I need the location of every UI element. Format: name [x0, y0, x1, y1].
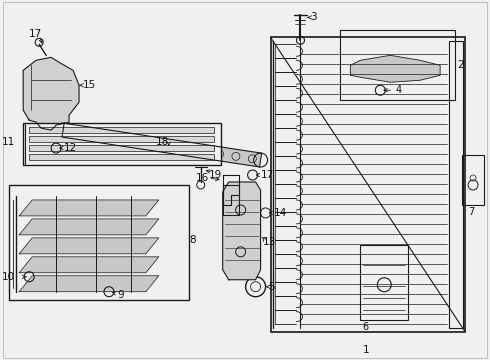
Text: 9: 9	[117, 290, 123, 300]
Text: 6: 6	[362, 321, 368, 332]
Bar	[23, 123, 220, 165]
Text: 18: 18	[156, 137, 169, 147]
Text: 16: 16	[196, 173, 209, 183]
Text: 17: 17	[261, 170, 274, 180]
Polygon shape	[62, 123, 262, 167]
Bar	[29, 127, 214, 133]
Polygon shape	[19, 200, 159, 216]
Text: 14: 14	[273, 208, 287, 218]
Polygon shape	[350, 55, 440, 82]
Polygon shape	[19, 219, 159, 235]
Polygon shape	[19, 276, 159, 292]
Bar	[462, 155, 484, 205]
Polygon shape	[222, 182, 261, 280]
Bar	[29, 136, 214, 142]
Text: 4: 4	[395, 85, 401, 95]
Bar	[360, 245, 408, 320]
Bar	[9, 185, 189, 300]
Text: 3: 3	[311, 12, 317, 22]
Text: 8: 8	[189, 235, 196, 245]
Polygon shape	[19, 238, 159, 254]
Text: 13: 13	[263, 237, 276, 247]
Bar	[449, 41, 463, 328]
Text: 19: 19	[209, 170, 222, 180]
Text: 1: 1	[362, 345, 369, 355]
Polygon shape	[222, 185, 239, 205]
Text: 2: 2	[457, 60, 464, 70]
Text: 7: 7	[468, 207, 474, 217]
Text: 15: 15	[83, 80, 97, 90]
Polygon shape	[23, 57, 79, 130]
Bar	[270, 37, 465, 332]
Polygon shape	[19, 257, 159, 273]
Bar	[341, 30, 455, 100]
Text: 12: 12	[64, 143, 77, 153]
Text: 10: 10	[2, 272, 15, 282]
Text: 17: 17	[29, 30, 43, 39]
Bar	[29, 154, 214, 160]
Text: 5: 5	[269, 282, 275, 292]
Text: 11: 11	[2, 137, 15, 147]
Bar	[29, 145, 214, 151]
